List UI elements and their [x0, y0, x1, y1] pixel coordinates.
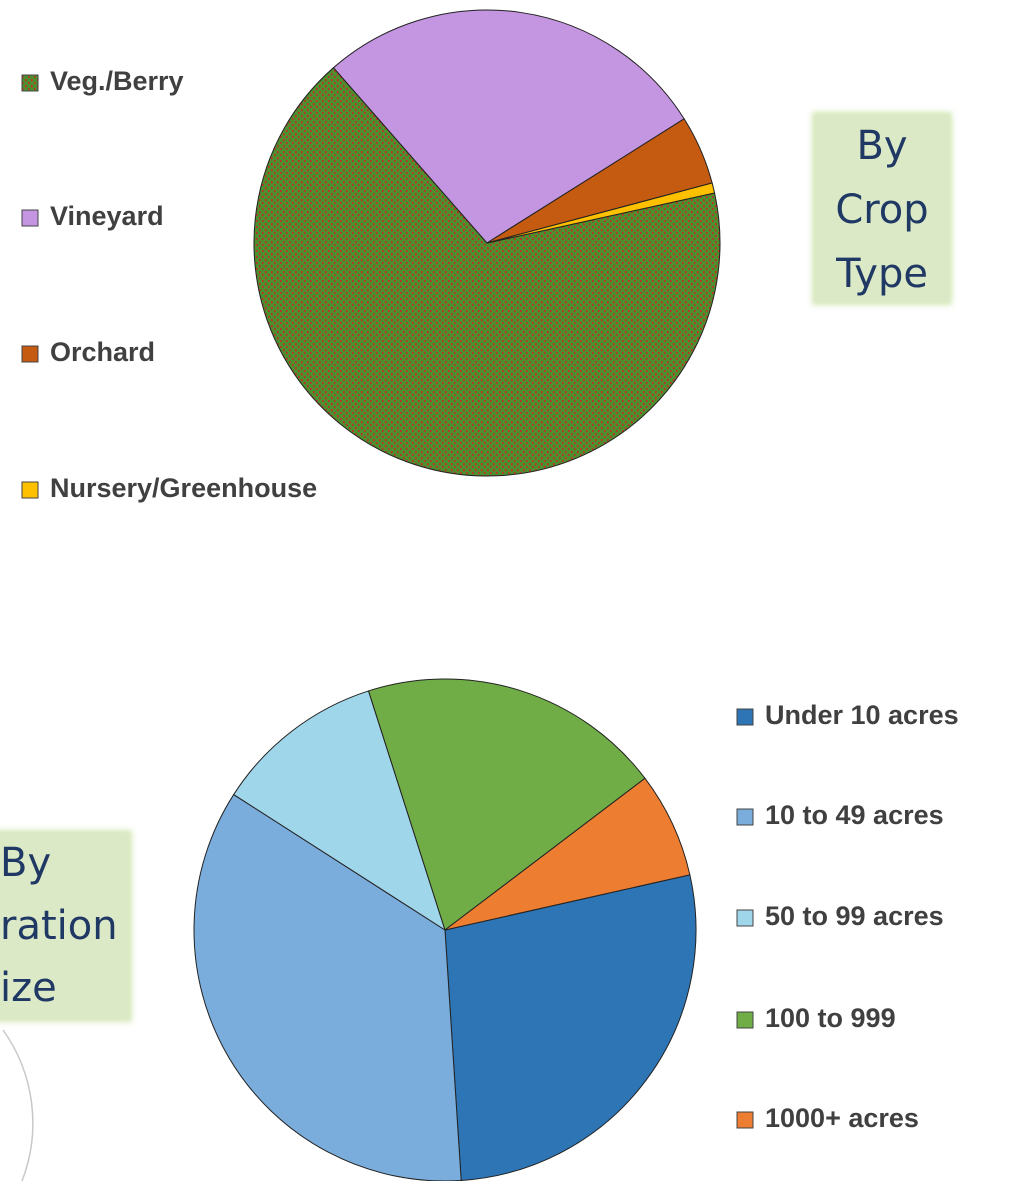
legend-label: 100 to 999	[765, 1003, 896, 1033]
annotation-text: By	[856, 123, 907, 169]
legend-swatch	[736, 708, 754, 726]
legend-label: Veg./Berry	[50, 66, 184, 96]
pie-slice	[444, 874, 697, 1181]
pie-slice	[486, 182, 716, 244]
legend-swatch	[21, 481, 39, 499]
legend-label: Vineyard	[50, 201, 164, 231]
pie-slice	[367, 678, 646, 931]
annotation-box	[0, 833, 129, 1019]
legend-label: Orchard	[50, 337, 155, 367]
legend-label: Under 10 acres	[765, 700, 959, 730]
legend-swatch	[736, 909, 754, 927]
legend-swatch	[21, 74, 39, 92]
pie-slice	[332, 9, 685, 244]
annotation-text: Crop	[835, 187, 928, 233]
decor-arc	[2, 1029, 34, 1181]
legend-label: 1000+ acres	[765, 1103, 919, 1133]
pie-slice	[232, 690, 446, 932]
legend-swatch	[21, 209, 39, 227]
legend-label: Nursery/Greenhouse	[50, 473, 317, 503]
annotation-text: Type	[835, 251, 928, 297]
annotation-text: ize	[0, 965, 57, 1011]
legend-label: 50 to 99 acres	[765, 901, 944, 931]
annotation-text: ration	[0, 903, 118, 949]
legend-label: 10 to 49 acres	[765, 800, 944, 830]
legend-swatch	[736, 1111, 754, 1129]
pie-slice	[253, 66, 721, 477]
legend-swatch	[21, 345, 39, 363]
pie-slice	[444, 777, 691, 931]
legend-swatch	[736, 808, 754, 826]
annotation-box	[815, 115, 949, 302]
annotation-text: By	[0, 840, 51, 886]
legend-swatch	[736, 1011, 754, 1029]
pie-slice	[193, 793, 462, 1181]
